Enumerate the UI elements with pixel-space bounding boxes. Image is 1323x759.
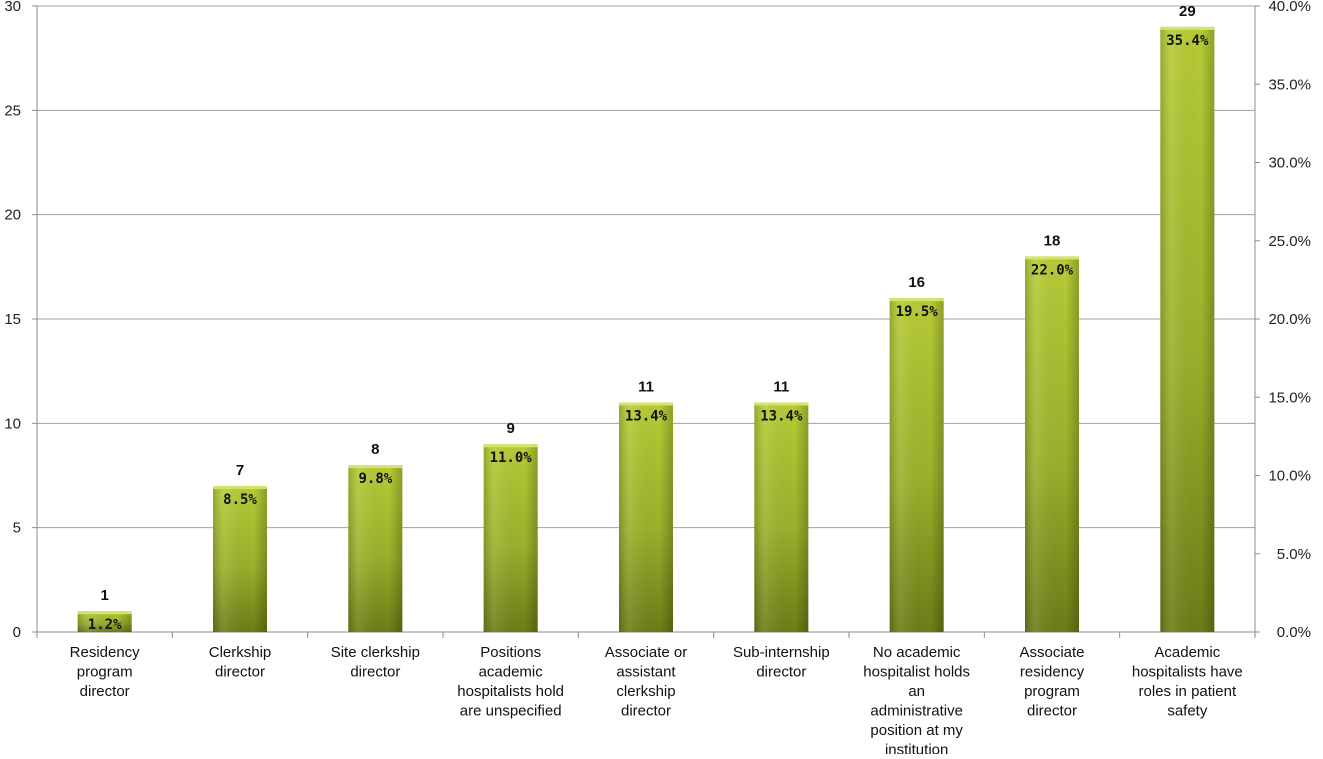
axes: 0 5 10 15 20 25 30 0.0% 5.0% 10.0% 15.0% 20.0% 25.0%… xyxy=(4,0,1311,641)
bar-value-label: 8 xyxy=(371,441,379,458)
x-category-label: hospitalists have xyxy=(1132,664,1243,681)
x-category-label: academic xyxy=(479,664,544,681)
x-category-label: Clerkship xyxy=(209,644,272,661)
bar-shading xyxy=(483,444,538,632)
x-category-label: hospitalist holds xyxy=(863,664,970,681)
x-category-label: Site clerkship xyxy=(331,644,420,661)
y2-tick-label: 0.0% xyxy=(1277,624,1311,641)
y2-tick-label: 35.0% xyxy=(1268,76,1311,93)
x-category-label: clerkship xyxy=(616,683,675,700)
x-category-label: institution xyxy=(885,742,948,755)
x-category-label: director xyxy=(1027,703,1077,720)
bar-percent-label: 13.4% xyxy=(760,408,803,424)
y2-tick-label: 15.0% xyxy=(1268,389,1311,406)
bar-shading xyxy=(348,465,403,632)
y2-tick-label: 20.0% xyxy=(1268,311,1311,328)
y-tick-label: 10 xyxy=(4,415,21,432)
x-category-label: an xyxy=(908,683,925,700)
x-category-label: administrative xyxy=(870,703,963,720)
bar-top-edge xyxy=(619,402,673,406)
bar-top-edge xyxy=(77,611,132,615)
bar-value-label: 9 xyxy=(506,420,514,437)
bar-percent-label: 8.5% xyxy=(223,492,257,508)
bars xyxy=(77,26,1215,633)
bar-value-label: 29 xyxy=(1179,3,1196,20)
bar-top-edge xyxy=(483,444,538,448)
x-category-label: Associate xyxy=(1019,644,1084,661)
x-category-label: No academic xyxy=(873,644,961,661)
labels: 1 1.2% Residency program director 7 8.5% Clerks… xyxy=(70,3,1243,759)
bar-top-edge xyxy=(889,298,944,302)
y2-tick-label: 40.0% xyxy=(1268,0,1311,15)
y-tick-label: 5 xyxy=(13,520,21,537)
x-category-label: Associate or xyxy=(605,644,688,661)
x-category-label: director xyxy=(756,664,806,681)
bar-percent-label: 22.0% xyxy=(1031,262,1074,278)
bar-shading xyxy=(754,402,809,632)
y-tick-label: 30 xyxy=(4,0,21,15)
bar-shading xyxy=(619,402,673,632)
x-category-label: program xyxy=(1024,683,1080,700)
bar-value-label: 1 xyxy=(100,587,108,604)
bar-percent-label: 13.4% xyxy=(625,408,668,424)
x-category-label: residency xyxy=(1020,664,1085,681)
bar-value-label: 18 xyxy=(1044,232,1061,249)
bar-top-edge xyxy=(1025,256,1079,260)
y-tick-label: 15 xyxy=(4,311,21,328)
x-category-label: assistant xyxy=(616,664,676,681)
x-category-label: roles in patient xyxy=(1139,683,1237,700)
bar-percent-label: 19.5% xyxy=(896,304,939,320)
x-category-label: Positions xyxy=(480,644,541,661)
bar-shading xyxy=(889,298,944,632)
bar-value-label: 16 xyxy=(908,274,925,291)
y2-tick-label: 5.0% xyxy=(1277,546,1311,563)
bar-top-edge xyxy=(348,465,403,469)
y2-tick-label: 25.0% xyxy=(1268,233,1311,250)
bar-shading xyxy=(1025,256,1079,632)
x-category-label: safety xyxy=(1167,703,1208,720)
bar-top-edge xyxy=(1160,26,1215,30)
x-category-label: Sub-internship xyxy=(733,644,830,661)
x-category-label: director xyxy=(350,664,400,681)
bar-shading xyxy=(213,485,267,632)
x-category-label: program xyxy=(77,664,133,681)
x-category-label: position at my xyxy=(870,722,963,739)
bar-shading xyxy=(77,611,132,632)
bar-percent-label: 11.0% xyxy=(490,450,533,466)
x-category-label: hospitalists hold xyxy=(457,683,564,700)
x-category-label: director xyxy=(621,703,671,720)
y-tick-label: 25 xyxy=(4,102,21,119)
bar-shading xyxy=(1160,26,1215,633)
x-category-label: director xyxy=(80,683,130,700)
y2-tick-label: 10.0% xyxy=(1268,468,1311,485)
bar-percent-label: 9.8% xyxy=(358,471,392,487)
y2-tick-label: 30.0% xyxy=(1268,155,1311,172)
bar-value-label: 11 xyxy=(638,378,654,395)
bar-percent-label: 35.4% xyxy=(1166,33,1209,49)
bar-top-edge xyxy=(754,402,809,406)
x-category-label: Academic xyxy=(1154,644,1220,661)
x-category-label: director xyxy=(215,664,265,681)
bar-value-label: 7 xyxy=(236,462,244,479)
x-category-label: are unspecified xyxy=(460,703,562,720)
bar-percent-label: 1.2% xyxy=(88,617,122,633)
y-tick-label: 20 xyxy=(4,207,21,224)
bar-value-label: 11 xyxy=(773,378,789,395)
y-tick-label: 0 xyxy=(13,624,21,641)
x-category-label: Residency xyxy=(70,644,141,661)
bar-top-edge xyxy=(213,485,267,489)
